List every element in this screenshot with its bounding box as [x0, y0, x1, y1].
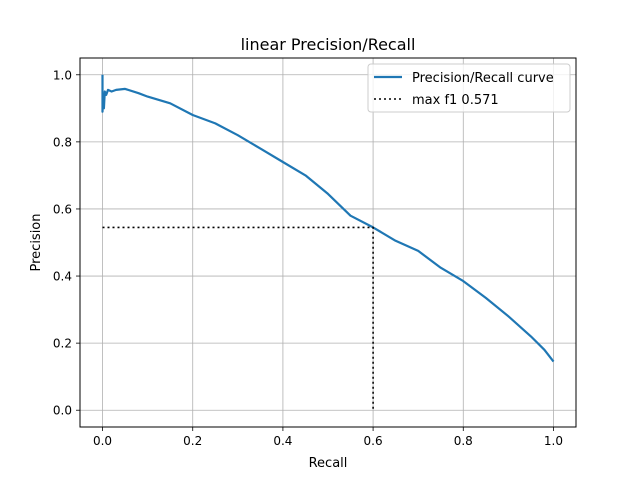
x-tick-label: 0.8 [454, 434, 473, 448]
y-axis-label: Precision [29, 213, 44, 271]
x-tick-label: 0.6 [364, 434, 383, 448]
grid-layer [80, 58, 576, 427]
tick-layer: 0.0 0.2 0.4 0.6 0.8 1.0 0.0 0.2 0.4 0.6 0.8 1.0 [53, 68, 563, 448]
legend-box [367, 63, 571, 113]
y-tick-label: 1.0 [53, 68, 72, 82]
legend-label-max-f1: max f1 0.571 [412, 93, 499, 108]
x-tick-label: 1.0 [544, 434, 563, 448]
y-tick-label: 0.0 [53, 404, 72, 418]
x-tick-label: 0.2 [183, 434, 202, 448]
max-f1-marker-line [102, 226, 374, 411]
series-layer [101, 74, 555, 411]
y-tick-label: 0.8 [53, 135, 72, 149]
plot-frame [79, 57, 577, 428]
y-tick-label: 0.2 [53, 337, 72, 351]
x-tick-label: 0.4 [273, 434, 292, 448]
legend: Precision/Recall curve max f1 0.571 [367, 63, 571, 113]
x-axis-label: Recall [309, 456, 348, 471]
legend-label-pr-curve: Precision/Recall curve [412, 71, 554, 86]
chart-title: linear Precision/Recall [241, 35, 416, 54]
y-tick-label: 0.4 [53, 270, 72, 284]
pr-curve-line [101, 74, 555, 363]
x-tick-label: 0.0 [93, 434, 112, 448]
y-tick-label: 0.6 [53, 202, 72, 216]
